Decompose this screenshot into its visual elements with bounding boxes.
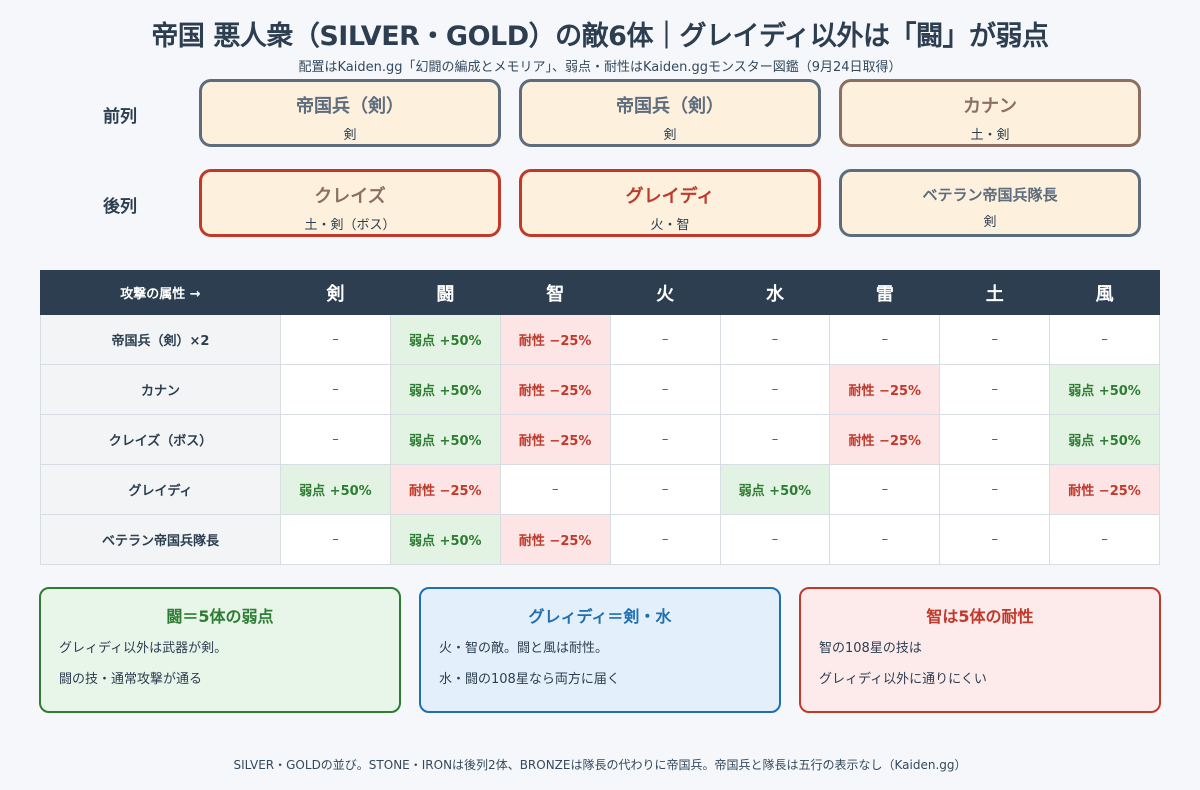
- enemy-card-back-1: クレイズ 土・剣（ボス）: [199, 169, 501, 237]
- table-cell: 弱点 +50%: [389, 514, 501, 565]
- column-header: 剣: [280, 270, 391, 315]
- table-cell: –: [829, 314, 941, 365]
- table-cell: –: [609, 364, 721, 415]
- table-cell: 弱点 +50%: [280, 464, 391, 515]
- table-cell: –: [1049, 314, 1160, 365]
- enemy-attr: 剣: [343, 128, 357, 143]
- table-cell: –: [719, 364, 831, 415]
- row-enemy-name: カナン: [40, 364, 281, 415]
- back-row-label: 後列: [103, 197, 137, 217]
- table-cell: 弱点 +50%: [389, 364, 501, 415]
- enemy-name: 帝国兵（剣）: [296, 96, 404, 117]
- table-cell: –: [939, 414, 1051, 465]
- enemy-attr: 土・剣: [970, 128, 1010, 143]
- weakness-table: 攻撃の属性 → 剣 闘 智 火 水 雷 土 風 帝国兵（剣）×2– 弱点 +50%…: [40, 270, 1160, 565]
- note-line: 智の108星の技は: [819, 641, 922, 656]
- note-line: 闘の技・通常攻撃が通る: [59, 672, 203, 687]
- table-row: ベテラン帝国兵隊長 – 弱点 +50% 耐性 −25% – – – – –: [40, 514, 1160, 565]
- row-enemy-name: クレイズ（ボス）: [40, 414, 281, 465]
- note-line: グレィディ以外は武器が剣。: [59, 641, 228, 656]
- table-cell: 耐性 −25%: [829, 364, 941, 415]
- page-subtitle: 配置はKaiden.gg「幻闘の編成とメモリア」、弱点・耐性はKaiden.gg…: [298, 60, 902, 75]
- table-cell: –: [719, 414, 831, 465]
- table-cell: –: [609, 414, 721, 465]
- enemy-card-front-1: 帝国兵（剣） 剣: [199, 79, 501, 147]
- table-corner-header: 攻撃の属性 →: [40, 270, 281, 315]
- enemy-card-back-2: グレイディ 火・智: [519, 169, 821, 237]
- table-cell: –: [499, 464, 611, 515]
- table-cell: –: [829, 514, 941, 565]
- table-cell: 弱点 +50%: [1049, 414, 1160, 465]
- enemy-attr: 剣: [663, 128, 677, 143]
- table-cell: –: [280, 514, 391, 565]
- table-row: カナン – 弱点 +50% 耐性 −25% – – 耐性 −25% – 弱点 +50%: [40, 364, 1160, 415]
- note-line: 火・智の敵。闘と風は耐性。: [439, 641, 609, 656]
- column-header: 水: [719, 270, 831, 315]
- table-row: グレイディ 弱点 +50% 耐性 −25% – – 弱点 +50% – – 耐性 −25%: [40, 464, 1160, 515]
- table-row: 帝国兵（剣）×2– 弱点 +50% 耐性 −25% – – – – –: [40, 314, 1160, 365]
- row-enemy-name: グレイディ: [40, 464, 281, 515]
- note-card-tou: 闘＝5体の弱点 グレィディ以外は武器が剣。 闘の技・通常攻撃が通る: [39, 587, 401, 713]
- table-cell: –: [609, 314, 721, 365]
- enemy-name: グレイディ: [625, 186, 715, 207]
- table-cell: 弱点 +50%: [719, 464, 831, 515]
- table-cell: 弱点 +50%: [389, 314, 501, 365]
- table-cell: –: [939, 464, 1051, 515]
- table-cell: 耐性 −25%: [389, 464, 501, 515]
- enemy-name: クレイズ: [314, 186, 386, 207]
- note-line: 水・闘の108星なら両方に届く: [439, 672, 620, 687]
- table-cell: 耐性 −25%: [499, 414, 611, 465]
- enemy-card-front-3: カナン 土・剣: [839, 79, 1141, 147]
- table-cell: 弱点 +50%: [1049, 364, 1160, 415]
- note-line: グレィディ以外に通りにくい: [819, 672, 987, 687]
- table-cell: –: [719, 314, 831, 365]
- table-cell: –: [280, 414, 391, 465]
- enemy-name: ベテラン帝国兵隊長: [922, 186, 1058, 204]
- note-card-chi: 智は5体の耐性 智の108星の技は グレィディ以外に通りにくい: [799, 587, 1161, 713]
- table-cell: –: [280, 314, 391, 365]
- column-header: 風: [1049, 270, 1160, 315]
- footer-note: SILVER・GOLDの並び。STONE・IRONは後列2体、BRONZEは隊長…: [233, 758, 967, 772]
- note-title: 智は5体の耐性: [926, 607, 1034, 626]
- table-cell: –: [939, 314, 1051, 365]
- table-cell: 耐性 −25%: [499, 364, 611, 415]
- note-title: 闘＝5体の弱点: [166, 607, 274, 626]
- table-cell: –: [829, 464, 941, 515]
- table-cell: –: [280, 364, 391, 415]
- column-header: 火: [609, 270, 721, 315]
- column-header: 闘: [389, 270, 501, 315]
- enemy-card-front-2: 帝国兵（剣） 剣: [519, 79, 821, 147]
- table-cell: 耐性 −25%: [499, 314, 611, 365]
- enemy-card-back-3: ベテラン帝国兵隊長 剣: [839, 169, 1141, 237]
- enemy-attr: 火・智: [650, 218, 690, 233]
- table-cell: 耐性 −25%: [1049, 464, 1160, 515]
- enemy-name: カナン: [963, 96, 1017, 117]
- column-header: 雷: [829, 270, 941, 315]
- column-header: 土: [939, 270, 1051, 315]
- table-row: クレイズ（ボス） – 弱点 +50% 耐性 −25% – – 耐性 −25% – 弱点 +50%: [40, 414, 1160, 465]
- table-cell: 耐性 −25%: [829, 414, 941, 465]
- table-cell: –: [719, 514, 831, 565]
- row-enemy-name: ベテラン帝国兵隊長: [40, 514, 281, 565]
- note-title: グレィディ＝剣・水: [528, 607, 672, 626]
- table-cell: –: [939, 364, 1051, 415]
- table-cell: 弱点 +50%: [389, 414, 501, 465]
- table-header-row: 攻撃の属性 → 剣 闘 智 火 水 雷 土 風: [40, 270, 1160, 315]
- table-cell: –: [609, 464, 721, 515]
- table-cell: –: [1049, 514, 1160, 565]
- table-cell: –: [609, 514, 721, 565]
- note-card-grady: グレィディ＝剣・水 火・智の敵。闘と風は耐性。 水・闘の108星なら両方に届く: [419, 587, 781, 713]
- enemy-attr: 剣: [983, 215, 997, 230]
- page-title: 帝国 悪人衆（SILVER・GOLD）の敵6体｜グレイディ以外は「闘」が弱点: [151, 21, 1049, 52]
- front-row-label: 前列: [103, 107, 137, 127]
- table-cell: –: [939, 514, 1051, 565]
- enemy-attr: 土・剣（ボス）: [304, 218, 396, 233]
- table-cell: 耐性 −25%: [499, 514, 611, 565]
- enemy-name: 帝国兵（剣）: [616, 96, 724, 117]
- column-header: 智: [499, 270, 611, 315]
- row-enemy-name: 帝国兵（剣）×2: [40, 314, 281, 365]
